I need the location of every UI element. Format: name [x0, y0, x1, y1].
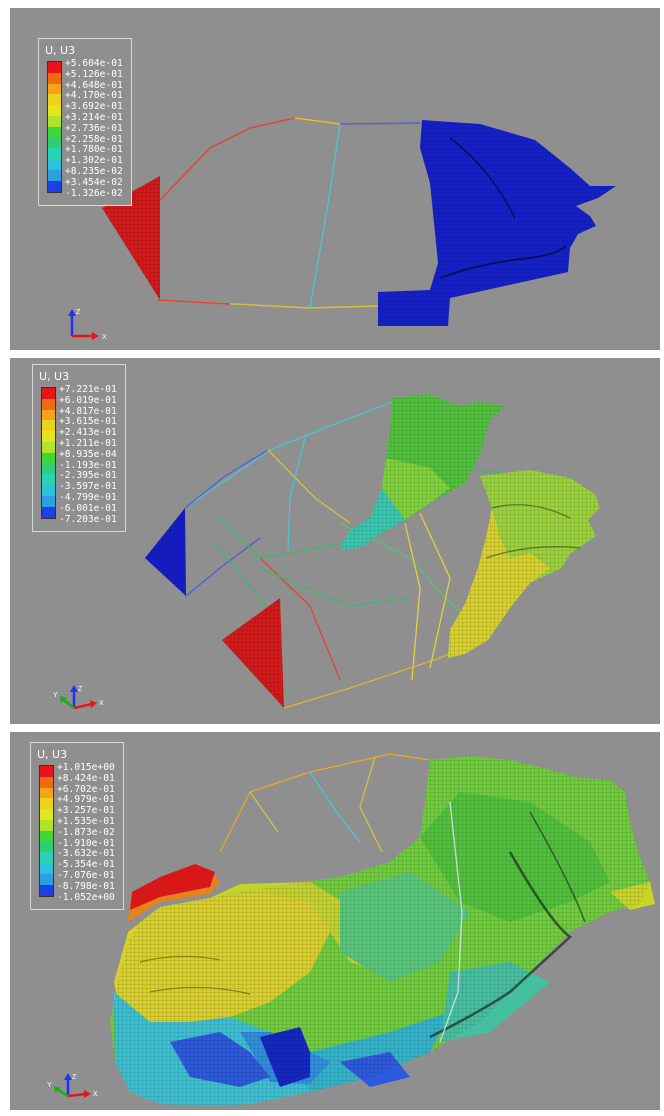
- color-legend-3: U, U3 +1.015e+00 +8.424e-01 +6.702e-01 +…: [30, 742, 124, 911]
- legend-value: -3.597e-01: [59, 481, 117, 493]
- color-legend-2: U, U3 +7.221e-01 +6.019e-01 +4.817e-01 +…: [32, 364, 126, 533]
- front-top-red: [130, 864, 215, 910]
- triad-label-x: X: [102, 334, 107, 341]
- legend-value: -1.326e-02: [65, 187, 123, 199]
- fe-mesh-view-3: [110, 753, 655, 1106]
- y-axis-arrow: [57, 1088, 69, 1098]
- legend-title: U, U3: [45, 44, 76, 57]
- legend-value: +2.736e-01: [65, 122, 123, 134]
- legend-value: +3.615e-01: [59, 416, 117, 428]
- legend-value: +4.817e-01: [59, 405, 117, 417]
- triad-label-y: Y: [47, 1082, 52, 1089]
- legend-title: U, U3: [39, 370, 70, 383]
- axis-triad-2: Y Z X: [53, 685, 104, 710]
- legend-value: +4.170e-01: [65, 90, 123, 102]
- legend-value: -1.873e-02: [57, 826, 115, 838]
- legend-value: -1.193e-01: [59, 459, 117, 471]
- legend-title: U, U3: [37, 748, 68, 761]
- axis-triad-3: Y Z X: [47, 1073, 98, 1098]
- x-axis-arrow: [73, 702, 93, 710]
- legend-value: +4.648e-01: [65, 79, 123, 91]
- triad-label-x: X: [93, 1091, 98, 1098]
- legend-value: +1.015e+00: [57, 762, 115, 773]
- color-legend-1: U, U3 +5.604e-01 +5.126e-01 +4.648e-01 +…: [38, 38, 132, 207]
- legend-value: +6.702e-01: [57, 783, 115, 795]
- legend-value: -5.354e-01: [57, 859, 115, 871]
- fe-mesh-view-2: [145, 394, 600, 709]
- triad-label-z: Z: [76, 309, 81, 316]
- legend-value: +1.302e-01: [65, 155, 123, 167]
- legend-value: -7.203e-01: [59, 513, 117, 525]
- legend-value: +6.019e-01: [59, 394, 117, 406]
- legend-value: +3.454e-02: [65, 176, 123, 188]
- legend-value: +2.413e-01: [59, 427, 117, 439]
- legend-colorbar: [39, 765, 54, 897]
- triad-label-z: Z: [72, 1074, 77, 1081]
- legend-value: -8.798e-01: [57, 880, 115, 892]
- legend-value: +1.535e-01: [57, 815, 115, 827]
- legend-value: +3.257e-01: [57, 805, 115, 817]
- triad-label-y: Y: [53, 692, 58, 699]
- legend-value: +8.935e-04: [59, 448, 117, 460]
- legend-value: +8.424e-01: [57, 772, 115, 784]
- legend-value: +2.258e-01: [65, 133, 123, 145]
- legend-value: -2.395e-01: [59, 470, 117, 482]
- legend-value: -4.799e-01: [59, 491, 117, 503]
- legend-value: +3.214e-01: [65, 111, 123, 123]
- triad-label-z: Z: [78, 686, 83, 693]
- legend-value: -1.052e+00: [57, 891, 115, 903]
- legend-value: +5.126e-01: [65, 68, 123, 80]
- legend-value: +4.979e-01: [57, 794, 115, 806]
- legend-value: +7.221e-01: [59, 384, 117, 395]
- contour-plot-panel-2: U, U3 +7.221e-01 +6.019e-01 +4.817e-01 +…: [10, 358, 660, 724]
- legend-value: +8.235e-02: [65, 165, 123, 177]
- x-axis-arrow: [67, 1092, 87, 1098]
- legend-value: -6.001e-01: [59, 502, 117, 514]
- legend-colorbar: [41, 387, 56, 519]
- legend-value: +1.211e-01: [59, 437, 117, 449]
- legend-value: -7.076e-01: [57, 869, 115, 881]
- legend-value: +5.604e-01: [65, 58, 123, 69]
- legend-value: -3.632e-01: [57, 848, 115, 860]
- contour-plot-panel-3: U, U3 +1.015e+00 +8.424e-01 +6.702e-01 +…: [10, 732, 660, 1110]
- y-axis-arrow: [63, 699, 75, 709]
- fe-mesh-view-1: [102, 117, 616, 326]
- triad-label-x: X: [99, 700, 104, 707]
- contour-plot-panel-1: U, U3 +5.604e-01 +5.126e-01 +4.648e-01 +…: [10, 8, 660, 350]
- axis-triad-1: Z X: [68, 309, 107, 341]
- legend-value: -1.910e-01: [57, 837, 115, 849]
- legend-colorbar: [47, 61, 62, 193]
- legend-value: +3.692e-01: [65, 101, 123, 113]
- legend-value: +1.780e-01: [65, 144, 123, 156]
